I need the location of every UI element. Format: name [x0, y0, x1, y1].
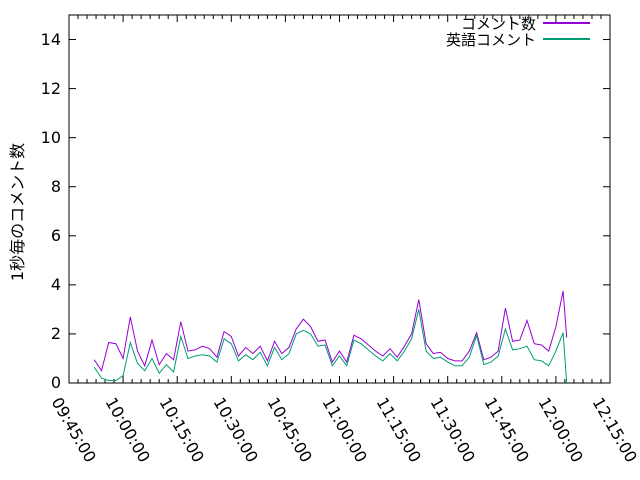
- series-line-0: [93, 290, 568, 372]
- y-tick-label: 10: [40, 127, 61, 147]
- y-tick-label: 0: [50, 373, 61, 392]
- y-tick-label: 12: [40, 78, 61, 98]
- y-axis-title: 1秒毎のコメント数: [8, 142, 27, 282]
- y-tick-label: 6: [50, 225, 61, 245]
- y-tick-label: 4: [50, 274, 61, 294]
- legend-row-comments: コメント数: [446, 14, 590, 33]
- y-tick-label: 14: [40, 29, 61, 49]
- series-line-1: [93, 309, 568, 384]
- legend-label-english-comments: 英語コメント: [445, 30, 536, 49]
- legend-row-english-comments: 英語コメント: [445, 30, 590, 49]
- legend: コメント数 英語コメント: [445, 14, 590, 49]
- y-tick-label: 2: [50, 323, 61, 343]
- legend-label-comments: コメント数: [460, 14, 536, 33]
- legend-line-comments-icon: [543, 22, 590, 24]
- legend-line-english-comments-icon: [543, 38, 590, 40]
- y-tick-label: 8: [50, 176, 61, 196]
